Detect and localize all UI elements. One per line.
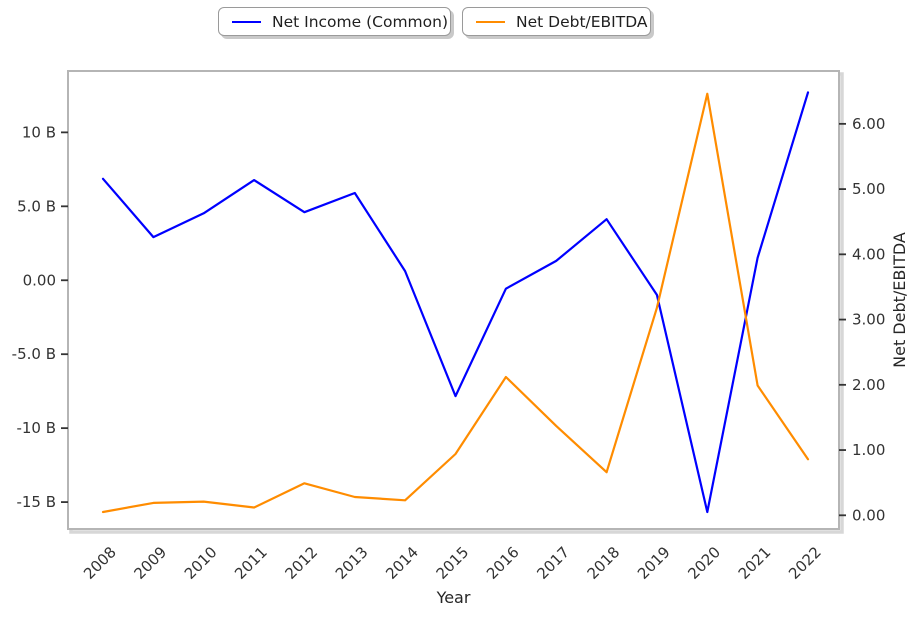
right-tick-label: 0.00 [852,506,885,524]
x-tick-label: 2022 [785,543,825,583]
x-tick-label: 2015 [433,543,473,583]
data-series [101,91,810,514]
plot-frame [67,70,844,534]
left-tick-label: -15 B [16,493,56,511]
right-tick-label: 2.00 [852,376,885,394]
y-axis-right: 6.00 5.00 4.00 3.00 2.00 1.00 0.00 [839,115,885,524]
left-tick-label: 5.0 B [17,197,56,215]
right-tick-label: 3.00 [852,311,885,329]
series-line-net-debt-ebitda [101,92,810,514]
legend: Net Income (Common) Net Debt/EBITDA [0,0,923,44]
x-tick-label: 2020 [684,543,724,583]
x-tick-label: 2014 [382,543,422,583]
x-tick-label: 2013 [332,543,372,583]
right-tick-label: 1.00 [852,441,885,459]
left-tick-label: 0.00 [23,271,56,289]
net-income-line-swatch [232,20,261,23]
plot-frame-border [67,70,840,530]
net-debt-ebitda-line-swatch [476,20,505,23]
right-tick-label: 5.00 [852,180,885,198]
series-line-net-income [101,91,810,514]
left-tick-label: -5.0 B [12,345,56,363]
right-y-axis-title: Net Debt/EBITDA [890,232,909,368]
x-tick-label: 2010 [181,543,221,583]
x-tick-label: 2008 [80,543,120,583]
x-tick-label: 2017 [533,543,573,583]
right-tick-label: 6.00 [852,115,885,133]
right-tick-label: 4.00 [852,245,885,263]
x-tick-label: 2019 [634,543,674,583]
left-tick-label: -10 B [16,419,56,437]
y-axis-left: 10 B 5.0 B 0.00 -5.0 B -10 B -15 B [12,123,68,511]
x-tick-label: 2012 [282,543,322,583]
x-tick-label: 2016 [483,543,523,583]
left-tick-label: 10 B [22,123,56,141]
x-tick-label: 2018 [584,543,624,583]
legend-label-net-debt-ebitda: Net Debt/EBITDA [516,12,648,31]
x-tick-label: 2011 [231,543,271,583]
x-tick-label: 2009 [130,543,170,583]
x-axis: 2008 2009 2010 2011 2012 2013 2014 2015 2016 2017… [80,543,825,583]
x-tick-label: 2021 [735,543,775,583]
legend-label-net-income: Net Income (Common) [272,12,449,31]
legend-box-net-income: Net Income (Common) [218,7,451,36]
legend-box-net-debt-ebitda: Net Debt/EBITDA [462,7,651,36]
x-axis-title: Year [436,588,471,607]
